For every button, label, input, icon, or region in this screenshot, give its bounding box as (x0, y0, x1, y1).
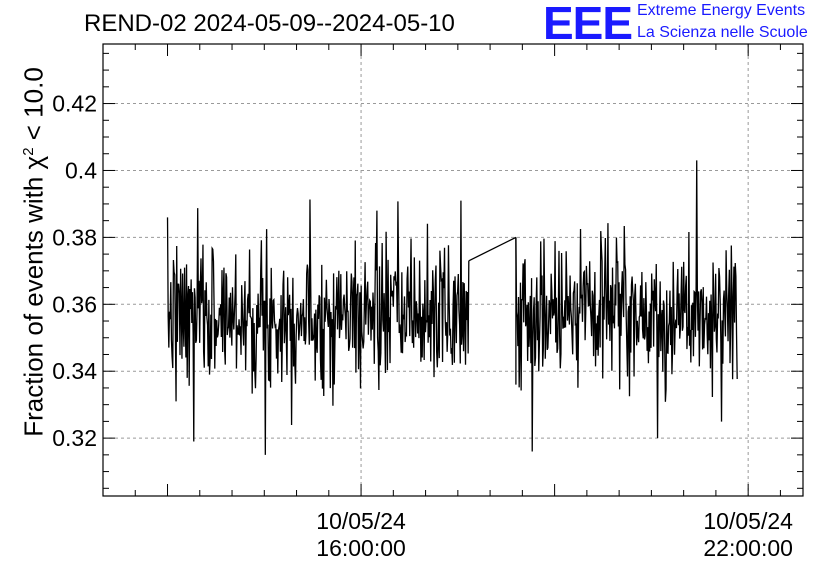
y-axis-label: Fraction of events with χ2 < 10.0 (18, 67, 49, 437)
eee-logo: EEE (543, 0, 633, 49)
x-tick-label: 10/05/24 16:00:00 (281, 508, 441, 562)
chart-title: REND-02 2024-05-09--2024-05-10 (84, 10, 455, 37)
logo-line-1: Extreme Energy Events (637, 2, 806, 19)
x-tick-time: 22:00:00 (703, 535, 793, 561)
y-tick-label: 0.42 (52, 91, 97, 117)
y-tick-label: 0.4 (65, 157, 97, 183)
y-tick-label: 0.38 (52, 224, 97, 250)
x-tick-date: 10/05/24 (703, 508, 793, 534)
logo-line-2: La Scienza nelle Scuole (637, 24, 808, 41)
y-tick-label: 0.36 (52, 291, 97, 317)
series-line-segment (515, 160, 738, 452)
plot-frame (102, 43, 804, 497)
series-gap-connector (468, 236, 517, 262)
x-tick-time: 16:00:00 (316, 535, 406, 561)
y-tick-label: 0.32 (52, 425, 97, 451)
y-tick-label: 0.34 (52, 358, 97, 384)
x-tick-date: 10/05/24 (316, 508, 406, 534)
series-line-segment (166, 199, 470, 455)
x-tick-label: 10/05/24 22:00:00 (668, 508, 828, 562)
